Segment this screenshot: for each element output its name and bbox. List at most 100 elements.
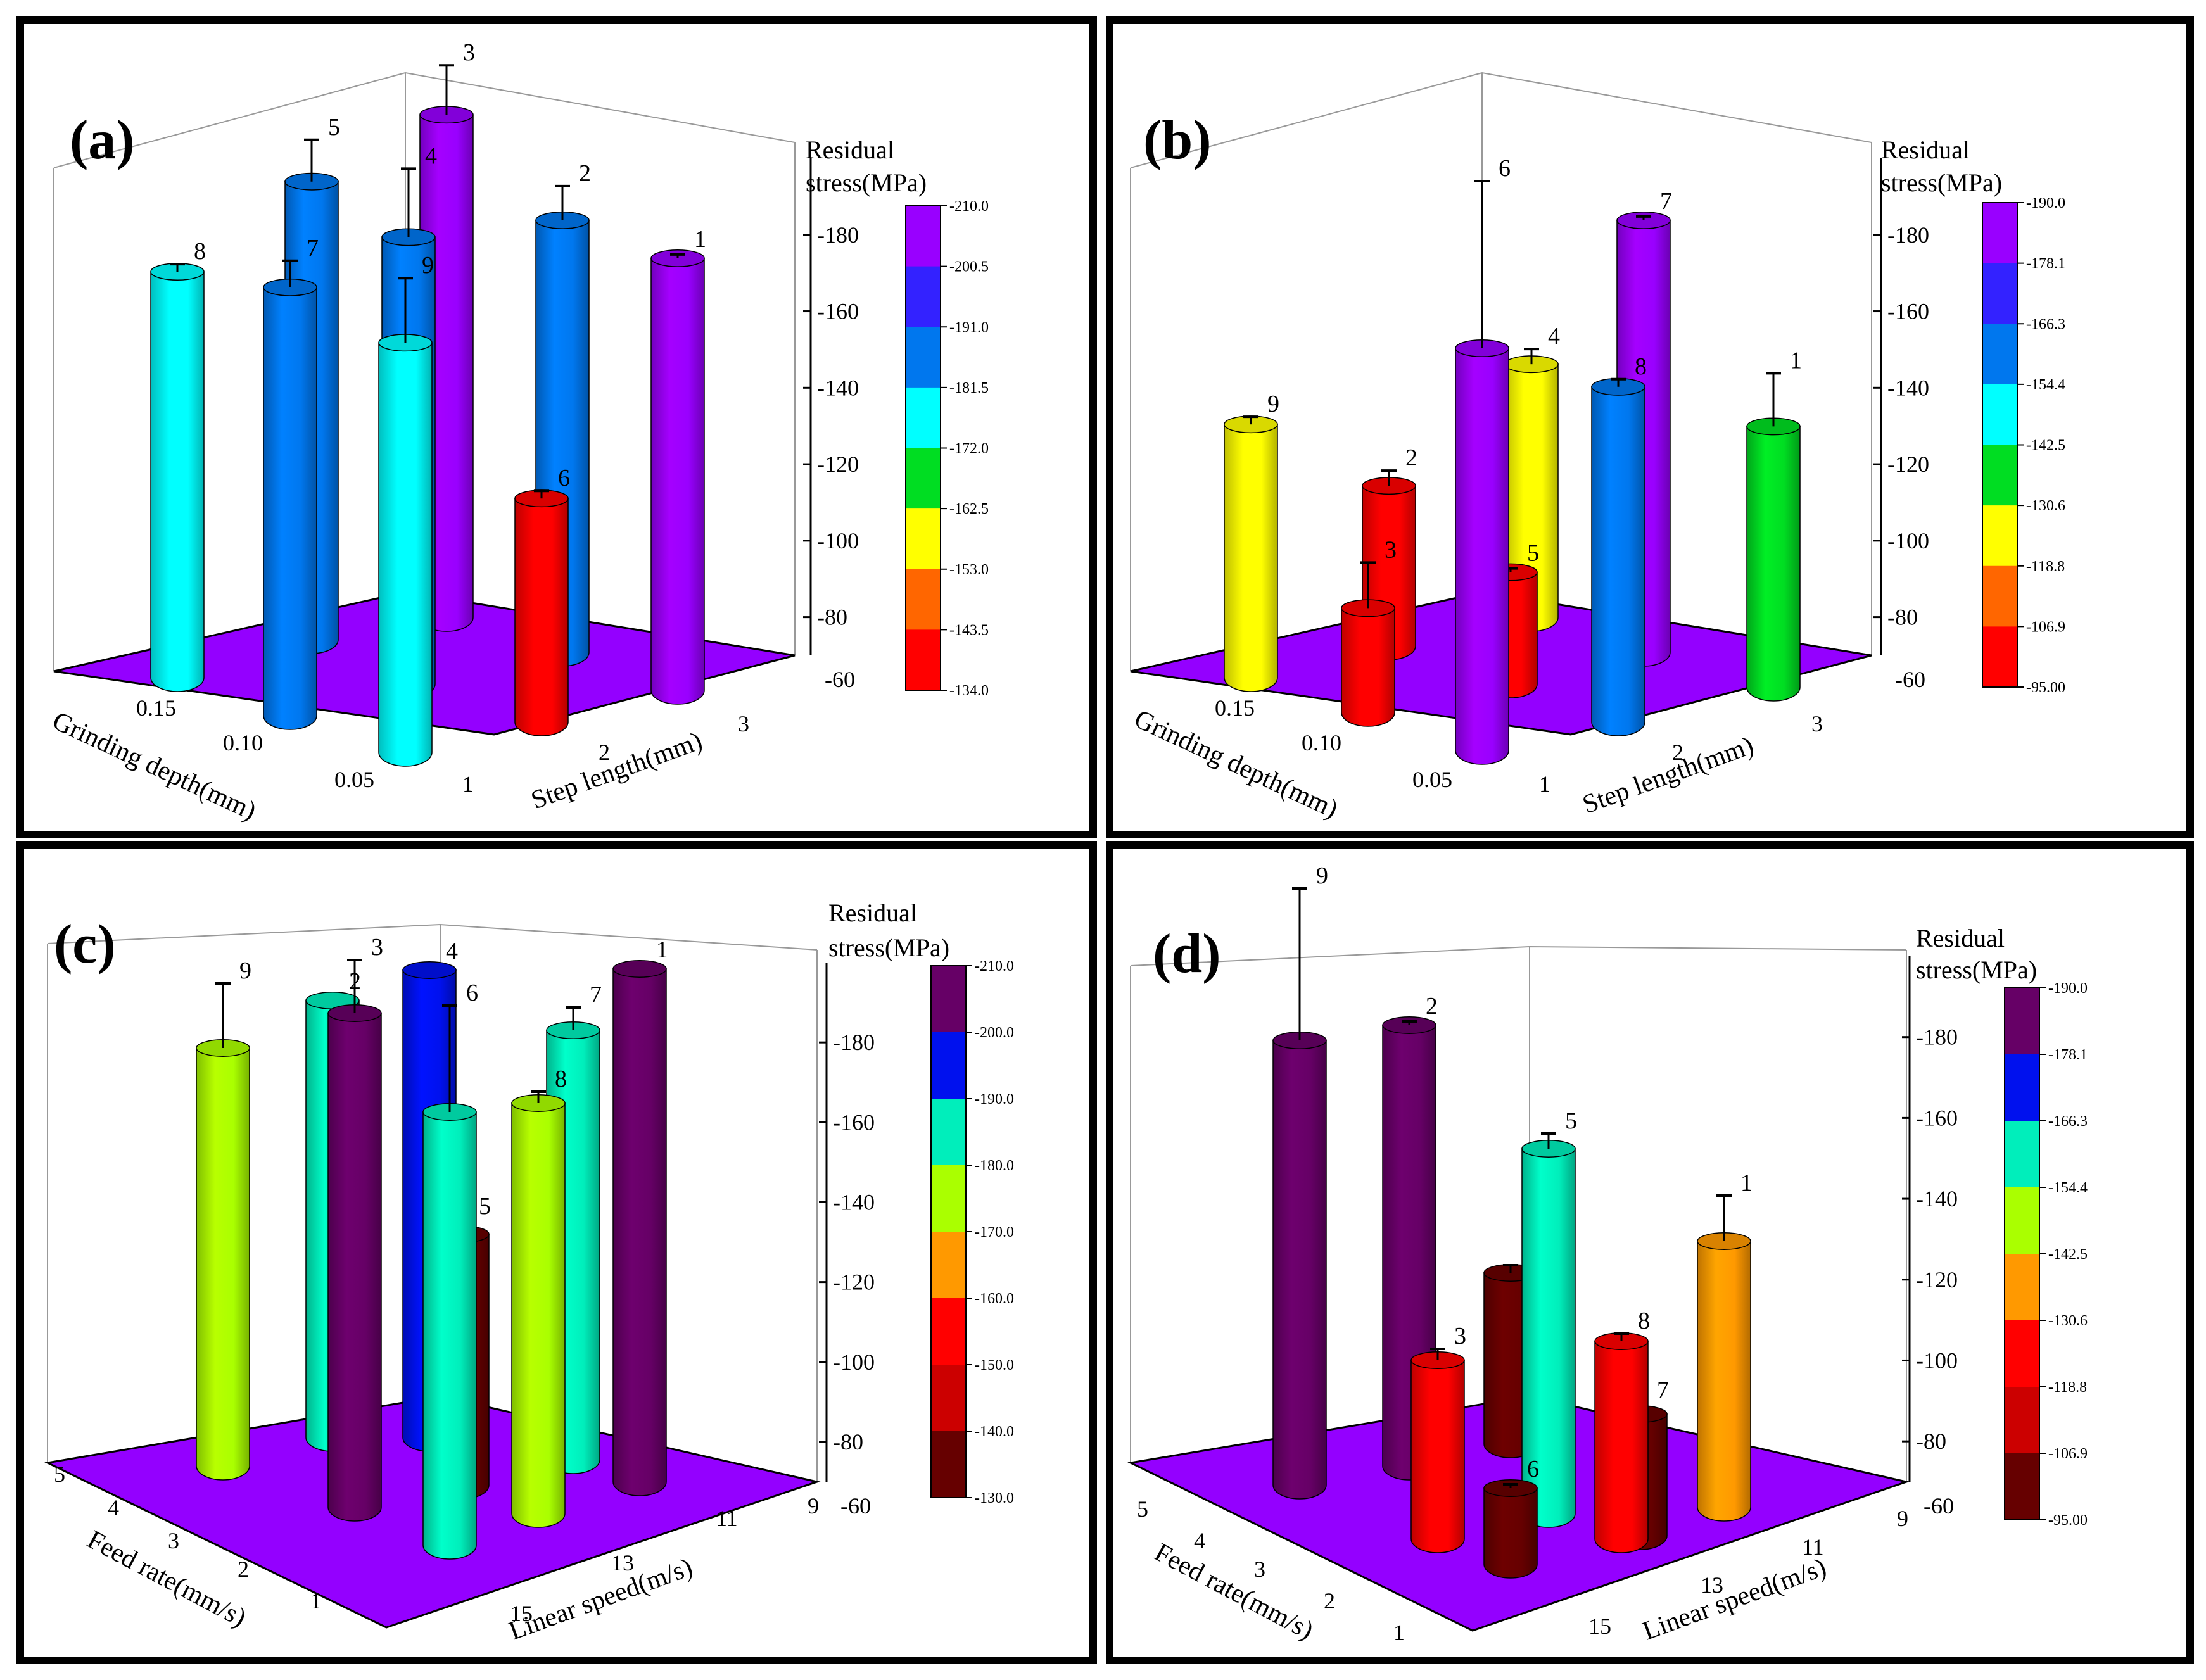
bar-8: 8 (1594, 1308, 1650, 1553)
colorbar-swatch (1982, 505, 2017, 567)
colorbar-swatch (931, 1165, 966, 1232)
x-tick-label: 2 (1324, 1588, 1335, 1614)
z-tick-label: -180 (817, 222, 859, 248)
colorbar-tick-label: -166.3 (2048, 1113, 2088, 1130)
panel-label: (b) (1143, 110, 1212, 171)
bar-body (514, 498, 569, 736)
colorbar-tick-label: -178.1 (2048, 1047, 2088, 1063)
colorbar-title-line2: stress(MPa) (1916, 956, 2037, 984)
colorbar-swatch (906, 387, 941, 448)
colorbar-tick-label: -166.3 (2026, 316, 2065, 332)
bar-number-label: 3 (371, 934, 383, 961)
colorbar-tick-label: -210.0 (949, 198, 989, 215)
x-tick-label: 1 (310, 1588, 322, 1614)
colorbar-swatch (906, 569, 941, 630)
bar-body (612, 968, 667, 1496)
bar-number-label: 2 (579, 160, 591, 187)
z-tick-label: -180 (1887, 222, 1929, 248)
bar-9: 9 (1272, 862, 1328, 1500)
colorbar-tick-label: -190.0 (2026, 195, 2065, 212)
colorbar-swatch (2005, 1121, 2039, 1188)
colorbar-swatch (2005, 1054, 2039, 1121)
bar-body (422, 1111, 477, 1560)
colorbar-swatch (1982, 263, 2017, 324)
bar-body (1341, 607, 1395, 727)
bar-number-label: 9 (1316, 862, 1328, 889)
colorbar-swatch (1982, 324, 2017, 385)
z-origin-label: -60 (840, 1493, 871, 1519)
bar-6: 6 (422, 980, 478, 1560)
z-tick-label: -180 (1916, 1025, 1958, 1050)
box-line (53, 72, 796, 168)
bar-top (612, 960, 667, 978)
x-tick-label: 2 (238, 1557, 249, 1582)
colorbar-swatch (931, 1431, 966, 1498)
colorbar-swatch (2005, 1320, 2039, 1387)
colorbar-tick-label: -172.0 (949, 441, 989, 457)
bar-number-label: 9 (422, 252, 434, 279)
bar-number-label: 2 (1426, 993, 1438, 1020)
z-tick-label: -160 (1887, 299, 1929, 324)
bar-number-label: 3 (1385, 536, 1397, 563)
z-tick-label: -120 (833, 1270, 875, 1295)
colorbar-tick-label: -150.0 (975, 1357, 1014, 1374)
y-tick-label: 1 (1539, 771, 1550, 797)
colorbar-tick-label: -140.0 (975, 1424, 1014, 1440)
bar-3: 3 (327, 934, 383, 1522)
colorbar-swatch (931, 1365, 966, 1432)
colorbar-tick-label: -190.0 (2048, 980, 2088, 997)
bar-body (378, 342, 433, 767)
bar-body (1224, 424, 1278, 692)
colorbar-swatch (2005, 1387, 2039, 1454)
colorbar-tick-label: -95.00 (2026, 679, 2065, 696)
bar-number-label: 9 (1267, 391, 1279, 417)
colorbar-title-line1: Residual (828, 899, 917, 927)
panel-label: (c) (54, 914, 116, 975)
z-tick-label: -80 (1916, 1429, 1946, 1454)
bar-number-label: 8 (555, 1066, 567, 1092)
colorbar-swatch (2005, 1453, 2039, 1520)
x-tick-label: 3 (1254, 1557, 1265, 1582)
bar-number-label: 1 (1790, 347, 1802, 374)
colorbar-swatch (931, 1298, 966, 1365)
x-tick-label: 0.15 (1215, 695, 1255, 721)
colorbar-swatch (2005, 1254, 2039, 1321)
bar-number-label: 1 (1740, 1170, 1753, 1196)
x-tick-label: 1 (1393, 1620, 1405, 1645)
bar-number-label: 5 (328, 114, 340, 141)
panel-label: (d) (1153, 923, 1221, 985)
colorbar-title-line2: stress(MPa) (828, 933, 949, 962)
z-tick-label: -80 (833, 1429, 863, 1455)
colorbar-tick-label: -160.0 (975, 1291, 1014, 1307)
z-tick-label: -140 (1887, 375, 1929, 400)
colorbar-swatch (906, 327, 941, 388)
colorbar-title-line1: Residual (1881, 136, 1970, 164)
colorbar-tick-label: -130.0 (975, 1490, 1014, 1506)
bar-number-label: 6 (1499, 155, 1511, 182)
bar-number-label: 5 (1527, 540, 1539, 567)
colorbar-swatch (2005, 988, 2039, 1055)
bar-number-label: 5 (479, 1193, 491, 1220)
bar-body (1483, 1487, 1538, 1579)
bar-6: 6 (1483, 1456, 1539, 1579)
colorbar-tick-label: -154.4 (2048, 1180, 2088, 1196)
z-tick-label: -120 (1887, 452, 1929, 477)
z-tick-label: -120 (817, 452, 859, 477)
colorbar-tick-label: -130.6 (2026, 498, 2065, 514)
bar-number-label: 1 (694, 226, 706, 253)
bar-body (150, 271, 205, 692)
bar-6: 6 (1455, 155, 1511, 765)
colorbar-tick-label: -191.0 (949, 319, 989, 336)
colorbar-tick-label: -95.00 (2048, 1512, 2088, 1529)
bar-number-label: 4 (1548, 323, 1560, 350)
z-origin-label: -60 (1895, 667, 1925, 692)
z-tick-label: -100 (1916, 1348, 1958, 1373)
z-tick-label: -160 (1916, 1105, 1958, 1130)
colorbar-tick-label: -153.0 (949, 562, 989, 578)
panel-b-frame (1106, 16, 2194, 838)
bar-9: 9 (378, 252, 434, 767)
colorbar-swatch (2005, 1187, 2039, 1254)
bar-1: 1 (1697, 1170, 1753, 1522)
x-tick-label: 4 (1194, 1528, 1205, 1553)
